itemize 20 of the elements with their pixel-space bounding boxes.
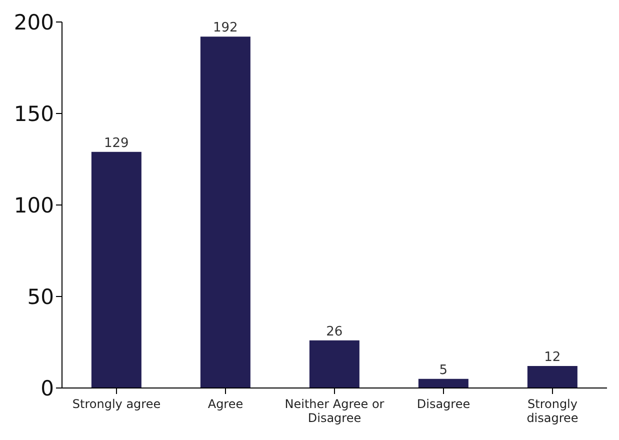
bar: [418, 378, 468, 388]
bar: [527, 366, 578, 388]
y-tick-label: 100: [14, 193, 54, 218]
data-label: 26: [326, 324, 343, 340]
x-tick-label: Neither Agree or Disagree: [284, 397, 384, 425]
y-tick-label: 50: [27, 284, 54, 309]
data-label: 5: [439, 362, 448, 378]
data-label: 12: [544, 350, 561, 366]
x-tick-label: Disagree: [416, 397, 470, 411]
data-label: 192: [213, 20, 238, 36]
bar: [309, 340, 360, 388]
x-tick-label: Agree: [208, 397, 244, 411]
y-tick-label: 200: [14, 10, 54, 34]
x-tick-label: Strongly agree: [72, 397, 161, 411]
y-tick-label: 0: [40, 376, 54, 400]
bar: [91, 152, 142, 388]
y-tick-label: 150: [14, 102, 54, 126]
bar: [200, 36, 250, 388]
data-label: 129: [104, 136, 129, 151]
x-tick-label: Strongly disagree: [526, 397, 578, 425]
